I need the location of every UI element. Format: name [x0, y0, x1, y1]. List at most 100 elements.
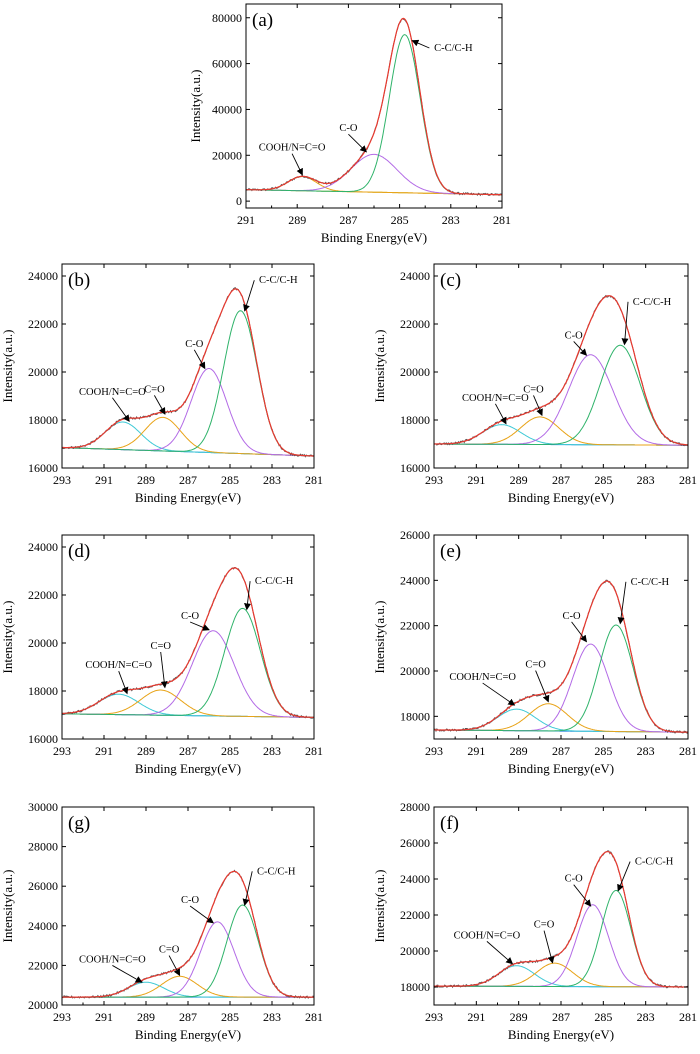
plot-area: [434, 850, 688, 989]
x-tick-label: 281: [305, 473, 323, 487]
x-tick-label: 283: [442, 213, 460, 227]
x-axis-label: Binding Energy(eV): [135, 490, 241, 505]
x-tick-label: 291: [95, 1010, 113, 1024]
y-tick-label: 16000: [28, 732, 58, 746]
peak-annotation: C-C/C-H: [635, 857, 674, 868]
y-tick-label: 26000: [400, 836, 430, 850]
x-tick-label: 291: [467, 473, 485, 487]
y-tick-label: 26000: [400, 528, 430, 542]
peak-curve-c-c-c-h: [62, 310, 314, 457]
envelope-line: [62, 870, 314, 998]
annotation-arrow: [112, 397, 130, 423]
y-tick-label: 28000: [28, 840, 58, 854]
plot-frame: [245, 3, 503, 209]
peak-curve-c-c-c-h: [434, 344, 688, 446]
panel-label: (a): [252, 10, 273, 31]
y-axis-label: Intensity(a.u.): [188, 70, 203, 143]
y-tick-label: 24000: [28, 269, 58, 283]
x-tick-label: 287: [552, 744, 570, 758]
panel-label: (f): [440, 813, 459, 834]
y-tick-label: 22000: [400, 317, 430, 331]
envelope-line: [246, 17, 502, 196]
envelope-line: [434, 580, 688, 733]
y-tick-label: 20000: [28, 365, 58, 379]
annotation-arrow: [348, 133, 368, 153]
x-tick-label: 291: [467, 1010, 485, 1024]
peak-annotation: COOH/N=C=O: [462, 393, 529, 404]
x-tick-label: 291: [467, 744, 485, 758]
y-tick-label: 0: [236, 194, 242, 208]
annotation-arrow: [243, 280, 255, 312]
annotation-arrow: [160, 651, 168, 689]
annotation-arrow: [242, 871, 253, 906]
peak-annotation: C=O: [534, 920, 555, 931]
y-tick-label: 20000: [212, 148, 242, 162]
y-tick-label: 24000: [400, 573, 430, 587]
y-tick-label: 20000: [400, 365, 430, 379]
x-tick-label: 285: [594, 1010, 612, 1024]
x-tick-label: 281: [493, 213, 511, 227]
y-axis-label: Intensity(a.u.): [0, 330, 15, 403]
y-axis-label: Intensity(a.u.): [372, 330, 387, 403]
panel-label: (b): [68, 270, 90, 291]
peak-curve-c-o: [434, 643, 688, 733]
peak-annotation: C=O: [150, 641, 171, 652]
peak-curve-c-c-c-h: [62, 904, 314, 998]
annotation-arrow: [118, 671, 129, 695]
y-tick-label: 18000: [400, 413, 430, 427]
annotation-arrow: [617, 581, 627, 625]
x-tick-label: 287: [552, 473, 570, 487]
peak-annotation: C-C/C-H: [259, 275, 298, 286]
peak-annotation: C-O: [565, 330, 584, 341]
y-tick-label: 22000: [400, 908, 430, 922]
y-tick-label: 22000: [28, 958, 58, 972]
y-tick-label: 80000: [212, 11, 242, 25]
envelope-line: [62, 567, 314, 718]
panel-label: (c): [440, 270, 461, 291]
raw-data-line: [434, 579, 688, 735]
x-tick-label: 289: [288, 213, 306, 227]
y-tick-label: 26000: [28, 879, 58, 893]
peak-annotation: COOH/N=C=O: [79, 387, 146, 398]
y-axis-label: Intensity(a.u.): [0, 870, 15, 943]
peak-annotation: C-C/C-H: [633, 297, 672, 308]
peak-annotation: C-C/C-H: [255, 576, 294, 587]
x-tick-label: 287: [339, 213, 357, 227]
annotation-arrow: [482, 682, 516, 706]
y-tick-label: 22000: [28, 588, 58, 602]
annotation-arrow: [486, 941, 514, 965]
x-tick-label: 289: [510, 1010, 528, 1024]
x-tick-label: 283: [263, 744, 281, 758]
y-tick-label: 20000: [400, 664, 430, 678]
x-tick-label: 289: [137, 1010, 155, 1024]
y-tick-label: 28000: [400, 800, 430, 814]
panel-label: (e): [440, 541, 461, 562]
annotation-arrow: [494, 403, 507, 425]
annotation-arrow: [573, 884, 592, 907]
peak-annotation: C-O: [181, 895, 200, 906]
xps-panel-e: 293 291 289 287 285 283 281 18000 20000 22000 2400…: [372, 528, 697, 776]
peak-annotation: C-C/C-H: [631, 577, 670, 588]
x-tick-label: 281: [305, 1010, 323, 1024]
peak-annotation: C-O: [565, 874, 584, 885]
x-tick-label: 283: [637, 744, 655, 758]
x-tick-label: 287: [179, 1010, 197, 1024]
y-tick-label: 20000: [28, 998, 58, 1012]
x-axis-label: Binding Energy(eV): [135, 1027, 241, 1042]
peak-annotation: C-O: [185, 339, 204, 350]
peak-annotation: C-O: [181, 611, 200, 622]
peak-annotation: C-O: [563, 611, 582, 622]
xps-panel-g: 293 291 289 287 285 283 281 20000 22000 24000 2600…: [0, 800, 323, 1042]
y-tick-label: 16000: [400, 461, 430, 475]
y-tick-label: 18000: [400, 709, 430, 723]
peak-annotation: COOH/N=C=O: [85, 660, 152, 671]
x-tick-label: 289: [137, 473, 155, 487]
raw-data-line: [62, 287, 314, 458]
raw-data-line: [434, 850, 688, 989]
annotation-arrow: [168, 955, 181, 977]
x-axis-label: Binding Energy(eV): [508, 490, 614, 505]
peak-annotation: COOH/N=C=O: [449, 672, 516, 683]
peak-annotation: COOH/N=C=O: [79, 954, 146, 965]
x-tick-label: 289: [510, 744, 528, 758]
